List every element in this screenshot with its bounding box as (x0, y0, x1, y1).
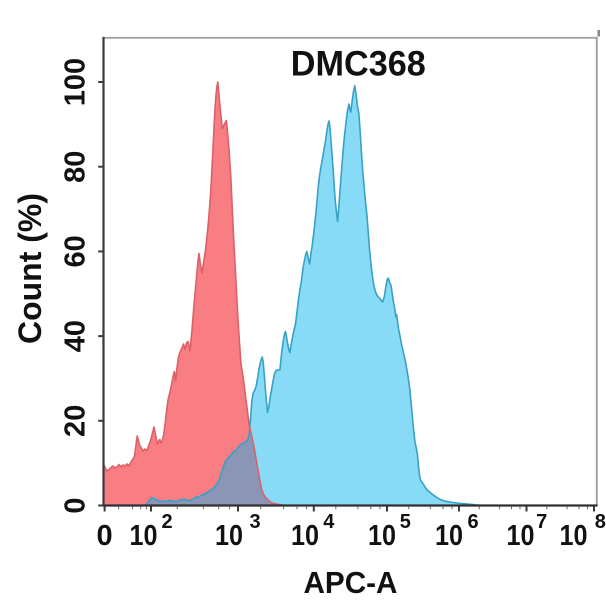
svg-text:10: 10 (291, 520, 319, 552)
svg-text:2: 2 (161, 511, 172, 533)
svg-text:10: 10 (130, 520, 158, 552)
svg-text:3: 3 (249, 511, 260, 533)
svg-text:100: 100 (60, 58, 92, 106)
svg-text:40: 40 (60, 320, 92, 352)
svg-text:DMC368: DMC368 (291, 45, 426, 84)
svg-text:0: 0 (60, 497, 92, 513)
svg-text:Count (%): Count (%) (12, 193, 48, 344)
svg-text:60: 60 (60, 235, 92, 267)
svg-text:10: 10 (435, 520, 463, 552)
svg-text:6: 6 (467, 511, 478, 533)
svg-text:8: 8 (595, 511, 606, 533)
svg-text:APC-A: APC-A (304, 565, 398, 600)
svg-text:10: 10 (215, 520, 243, 552)
svg-text:10: 10 (507, 520, 535, 552)
svg-text:7: 7 (536, 511, 547, 533)
svg-text:0: 0 (97, 520, 113, 552)
svg-text:10: 10 (560, 520, 588, 552)
svg-text:10: 10 (368, 520, 396, 552)
svg-text:80: 80 (60, 151, 92, 183)
svg-text:5: 5 (400, 511, 411, 533)
svg-text:20: 20 (60, 405, 92, 437)
svg-text:4: 4 (323, 511, 335, 533)
